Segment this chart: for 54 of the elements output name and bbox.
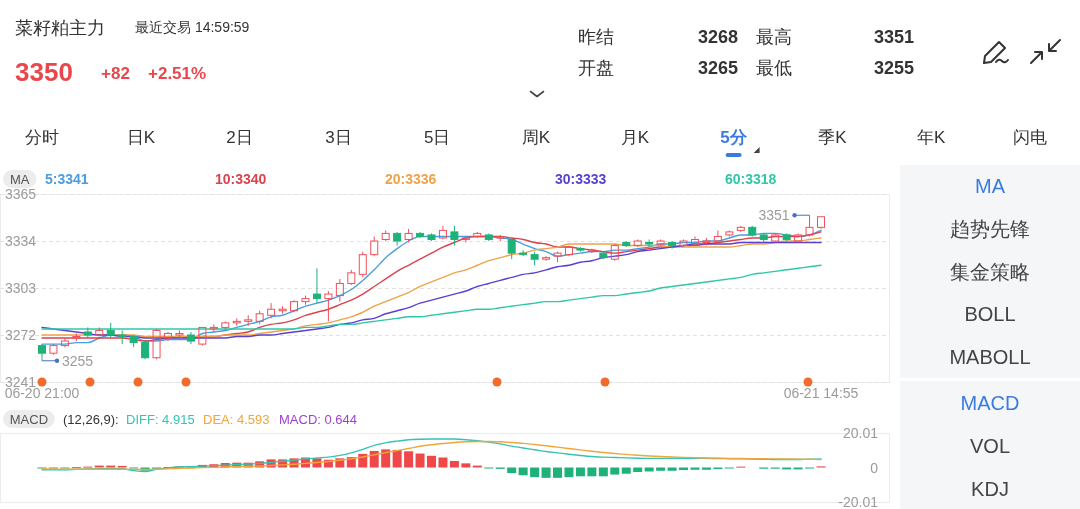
text: 昨结 [578,27,614,47]
text: 趋势先锋 [950,217,1030,240]
y-tick-label: 0 [870,459,879,476]
text: (12,26,9): [63,412,119,427]
text: +82 [101,64,130,83]
annotation: 3255 [62,352,94,369]
text: 分时 [25,128,59,147]
text: DEA: 4.593 [203,412,270,427]
text: 季K [818,128,848,147]
text: VOL [969,435,1011,457]
y-tick-label: 3365 [5,186,37,202]
text: 3265 [697,58,738,78]
text: 3255 [873,58,914,78]
y-tick-label: 20.01 [842,425,879,441]
text: 5:3341 [45,171,89,187]
text: 20:3336 [385,171,437,187]
text: 月K [620,128,650,147]
text: 30:3333 [555,171,607,187]
text: 年K [917,128,947,147]
text: 3350 [15,57,73,87]
legend-title: MA [9,172,30,187]
y-tick-label: 3334 [5,233,37,249]
text: 开盘 [578,58,614,78]
text: KDJ [971,478,1009,500]
text: 3268 [697,27,738,47]
text: DIFF: 4.915 [126,412,195,427]
text: 闪电 [1013,128,1047,147]
y-tick-label: -20.01 [838,494,879,509]
text: MA [975,175,1006,197]
text: BOLL [964,303,1016,326]
text: 周K [521,128,551,147]
text: 10:3340 [215,171,267,187]
text: 日K [126,128,156,147]
annotation: 3351 [758,207,790,224]
text: 3日 [325,128,352,147]
text: 5分 [720,128,748,147]
text: 2日 [226,128,253,147]
text: MABOLL [949,346,1031,368]
text: 3351 [873,27,914,47]
text: MACD [960,392,1020,414]
text: 最高 [756,27,792,47]
legend-title: MACD [9,412,49,427]
text: 60:3318 [725,171,777,187]
x-tick-label: 06-21 14:55 [783,385,859,401]
y-tick-label: 3241 [5,374,37,390]
text: MACD: 0.644 [279,412,358,427]
text: 最近交易 14:59:59 [135,19,250,35]
text: 最低 [756,58,792,78]
text: 5日 [423,128,451,147]
y-tick-label: 3272 [5,327,37,343]
text: 菜籽粕主力 [15,18,105,38]
text: +2.51% [148,64,207,83]
text: 集金策略 [950,260,1030,283]
y-tick-label: 3303 [5,280,37,296]
